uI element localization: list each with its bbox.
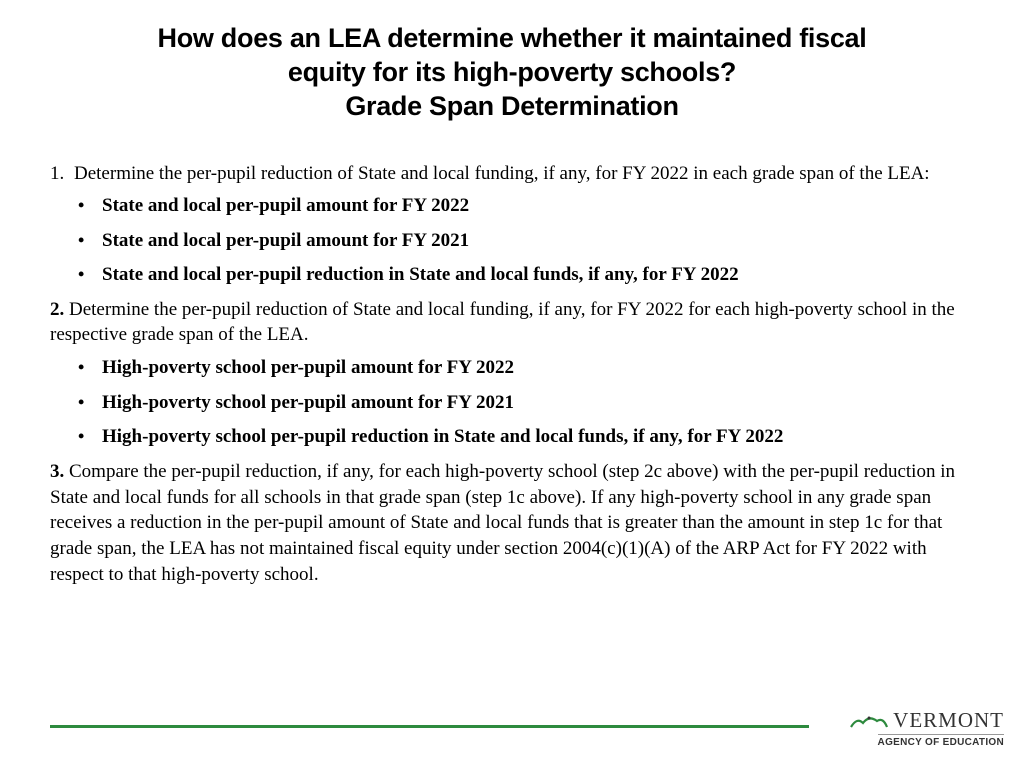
- slide-footer: VERMONT AGENCY OF EDUCATION: [50, 708, 1004, 748]
- body-content: 1. Determine the per-pupil reduction of …: [50, 161, 974, 587]
- step-2-number: 2.: [50, 299, 64, 320]
- logo-top-row: VERMONT: [849, 708, 1004, 733]
- logo-state-text: VERMONT: [893, 708, 1004, 733]
- slide-title: How does an LEA determine whether it mai…: [50, 22, 974, 123]
- bullet-item: State and local per-pupil amount for FY …: [74, 193, 974, 219]
- mountain-icon: [849, 713, 889, 729]
- step-3-number: 3.: [50, 461, 64, 482]
- step-1-number: 1.: [50, 161, 74, 187]
- step-2-text: Determine the per-pupil reduction of Sta…: [50, 299, 955, 346]
- bullet-item: High-poverty school per-pupil amount for…: [74, 390, 974, 416]
- bullet-item: State and local per-pupil reduction in S…: [74, 262, 974, 288]
- bullet-list-a: State and local per-pupil amount for FY …: [50, 193, 974, 288]
- bullet-list-b: High-poverty school per-pupil amount for…: [50, 355, 974, 450]
- step-1: 1. Determine the per-pupil reduction of …: [50, 161, 974, 187]
- bullet-item: State and local per-pupil amount for FY …: [74, 228, 974, 254]
- bullet-item: High-poverty school per-pupil reduction …: [74, 424, 974, 450]
- title-line-2: equity for its high-poverty schools?: [288, 57, 736, 87]
- step-1-text: Determine the per-pupil reduction of Sta…: [74, 161, 930, 187]
- title-line-3: Grade Span Determination: [345, 91, 678, 121]
- step-2: 2. Determine the per-pupil reduction of …: [50, 297, 974, 348]
- slide-content: How does an LEA determine whether it mai…: [0, 0, 1024, 587]
- vermont-logo: VERMONT AGENCY OF EDUCATION: [849, 708, 1004, 748]
- step-3: 3. Compare the per-pupil reduction, if a…: [50, 459, 974, 587]
- logo-agency-text: AGENCY OF EDUCATION: [878, 734, 1004, 748]
- bullet-item: High-poverty school per-pupil amount for…: [74, 355, 974, 381]
- step-3-text: Compare the per-pupil reduction, if any,…: [50, 461, 955, 585]
- title-line-1: How does an LEA determine whether it mai…: [158, 23, 867, 53]
- footer-divider: [50, 725, 809, 728]
